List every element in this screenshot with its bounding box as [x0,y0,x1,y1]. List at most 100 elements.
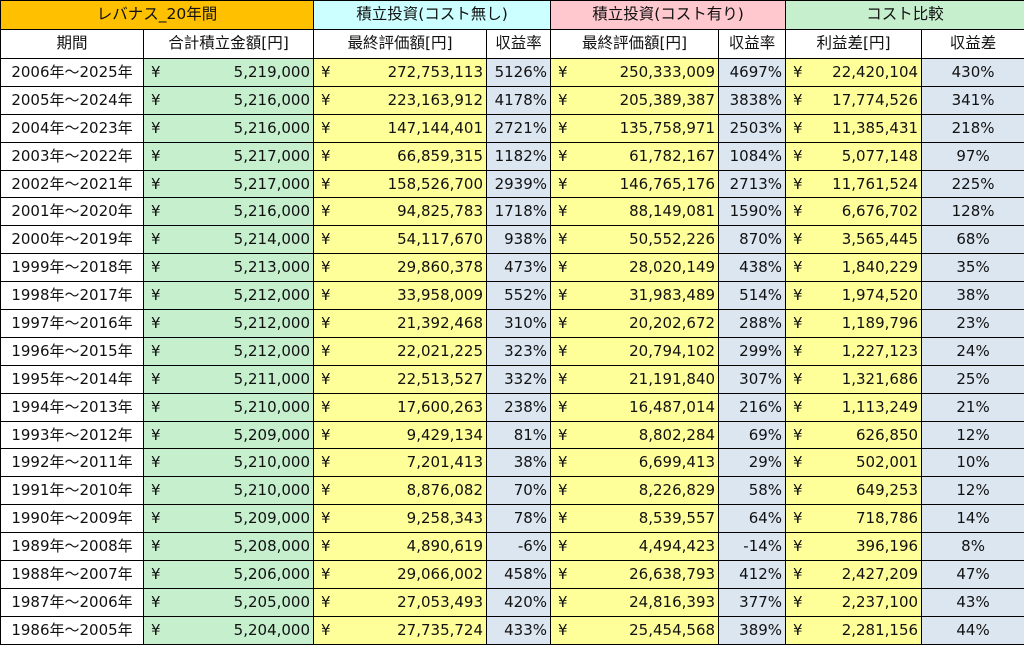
table-row: 1988年～2007年 ¥5,206,000 ¥29,066,002 458% ¥26,… [0,560,1024,589]
yen-sign: ¥ [558,146,568,165]
total-cell-value: 5,212,000 [233,313,311,332]
total-cell-value: 5,205,000 [233,592,311,611]
yen-sign: ¥ [558,341,568,360]
rate-nocost-cell: 2939% [486,169,552,199]
final-nocost-cell-value: 22,021,225 [397,341,484,360]
final-nocost-cell-wrap: ¥9,429,134 [317,427,483,443]
yen-sign: ¥ [151,592,161,611]
final-cost-cell: ¥146,765,176 [550,169,720,199]
rate-cost-cell: 1590% [718,197,787,227]
final-cost-cell-wrap: ¥250,333,009 [554,64,715,80]
rate-diff-cell: 43% [921,587,1024,617]
yen-sign: ¥ [558,230,568,249]
yen-sign: ¥ [151,425,161,444]
total-cell: ¥5,208,000 [142,532,315,562]
final-nocost-cell: ¥66,859,315 [313,141,488,171]
profit-diff-cell-value: 22,420,104 [832,62,919,81]
profit-diff-cell-value: 718,786 [856,509,919,528]
total-cell-value: 5,212,000 [233,286,311,305]
table-row: 2003年～2022年 ¥5,217,000 ¥66,859,315 1182% ¥61… [0,141,1024,171]
yen-sign: ¥ [321,286,331,305]
table-row: 1997年～2016年 ¥5,212,000 ¥21,392,468 310% ¥20,… [0,309,1024,338]
yen-sign: ¥ [558,313,568,332]
final-nocost-cell-wrap: ¥54,117,670 [317,232,483,247]
yen-sign: ¥ [793,118,803,137]
rate-nocost-cell: 420% [486,587,552,617]
rate-diff-cell: 8% [921,532,1024,562]
total-cell-wrap: ¥5,208,000 [147,539,310,554]
final-nocost-cell-wrap: ¥147,144,401 [317,118,484,137]
final-cost-cell-value: 88,149,081 [629,202,716,221]
profit-diff-cell-value: 5,077,148 [841,146,919,165]
total-cell-value: 5,206,000 [233,564,311,583]
total-cell-value: 5,204,000 [233,620,311,639]
yen-sign: ¥ [151,481,161,500]
yen-sign: ¥ [321,62,331,81]
total-cell-wrap: ¥5,209,000 [147,425,310,444]
yen-sign: ¥ [793,341,803,360]
period-cell: 2004年～2023年 [0,113,144,143]
profit-diff-cell: ¥11,761,524 [785,169,923,199]
final-cost-cell: ¥8,802,284 [550,420,720,450]
final-cost-cell-wrap: ¥205,389,387 [554,92,715,108]
rate-cost-cell: -14% [718,532,787,562]
table-row: 2001年～2020年 ¥5,216,000 ¥94,825,783 1718% ¥88… [0,197,1024,227]
final-nocost-cell-value: 147,144,401 [387,118,484,137]
table-row: 1995年～2014年 ¥5,211,000 ¥22,513,527 332% ¥21,… [0,364,1024,394]
rate-diff-cell: 47% [921,560,1024,589]
yen-sign: ¥ [793,509,803,528]
profit-diff-cell-wrap: ¥626,850 [789,427,918,443]
yen-sign: ¥ [793,397,803,416]
yen-sign: ¥ [321,592,331,611]
yen-sign: ¥ [151,313,161,332]
period-cell: 2001年～2020年 [0,197,144,227]
final-nocost-cell-wrap: ¥22,513,527 [317,371,483,387]
yen-sign: ¥ [151,397,161,416]
profit-diff-cell-wrap: ¥1,321,686 [789,371,918,387]
final-nocost-cell-value: 17,600,263 [397,397,484,416]
profit-diff-cell-wrap: ¥6,676,702 [789,204,918,219]
profit-diff-cell-wrap: ¥1,189,796 [789,315,918,331]
table-row: 1999年～2018年 ¥5,213,000 ¥29,860,378 473% ¥28,… [0,253,1024,283]
final-nocost-cell: ¥29,860,378 [313,253,488,283]
final-nocost-cell: ¥33,958,009 [313,281,488,311]
final-nocost-cell-wrap: ¥223,163,912 [317,92,483,108]
rate-nocost-cell: 5126% [486,58,552,87]
final-nocost-cell: ¥22,021,225 [313,336,488,366]
final-nocost-cell: ¥94,825,783 [313,197,488,227]
yen-sign: ¥ [558,592,568,611]
final-nocost-cell: ¥158,526,700 [313,169,488,199]
rate-nocost-cell: 1182% [486,141,552,171]
profit-diff-cell-wrap: ¥396,196 [789,539,918,554]
rate-diff-cell: 128% [921,197,1024,227]
total-cell-wrap: ¥5,217,000 [147,148,310,164]
final-cost-cell-value: 25,454,568 [629,620,716,639]
yen-sign: ¥ [151,258,161,277]
final-cost-cell-value: 28,020,149 [629,258,716,277]
yen-sign: ¥ [793,146,803,165]
rate-cost-cell: 64% [718,504,787,534]
rate-cost-cell: 69% [718,420,787,450]
period-cell: 1992年～2011年 [0,448,144,478]
rate-nocost-cell: 310% [486,309,552,338]
yen-sign: ¥ [321,230,331,249]
final-nocost-cell-wrap: ¥158,526,700 [317,174,484,193]
final-cost-cell-value: 50,552,226 [629,230,716,249]
rate-diff-cell: 218% [921,113,1024,143]
final-nocost-cell-value: 7,201,413 [406,453,484,472]
final-cost-cell: ¥6,699,413 [550,448,720,478]
final-nocost-cell-value: 158,526,700 [387,174,484,193]
final-cost-cell-wrap: ¥25,454,568 [554,620,716,639]
yen-sign: ¥ [793,258,803,277]
period-cell: 1996年～2015年 [0,336,144,366]
yen-sign: ¥ [151,286,161,305]
rate-cost-cell: 29% [718,448,787,478]
profit-diff-cell-wrap: ¥2,281,156 [789,622,918,638]
rate-cost-cell: 2713% [718,169,787,199]
yen-sign: ¥ [321,620,331,639]
rate-diff-cell: 12% [921,420,1024,450]
col-header-profit-diff: 利益差[円] [785,29,923,59]
yen-sign: ¥ [558,453,568,472]
final-cost-cell: ¥24,816,393 [550,587,720,617]
